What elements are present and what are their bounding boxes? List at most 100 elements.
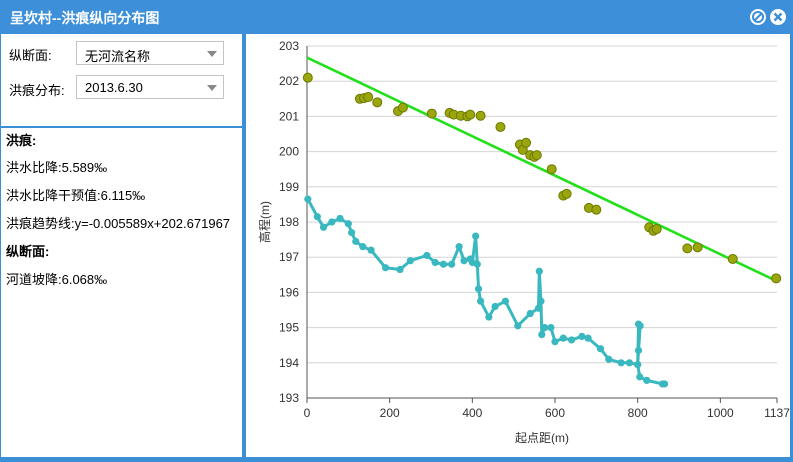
section-heading: 纵断面:: [6, 244, 50, 259]
y-tick-label: 203: [279, 39, 299, 53]
river-profile-point: [352, 237, 360, 245]
river-profile-point: [526, 309, 534, 318]
x-tick-label: 0: [304, 406, 311, 420]
river-profile-point: [514, 322, 522, 330]
river-profile-point: [636, 322, 644, 330]
flood-select[interactable]: 2013.6.30: [76, 75, 224, 99]
flood-trend-line: [306, 56, 778, 283]
river-profile-point: [584, 334, 592, 342]
x-tick-label: 1000: [707, 406, 734, 420]
river-profile-point: [431, 258, 439, 267]
river-profile-point: [596, 345, 605, 353]
river-profile-point: [537, 297, 545, 305]
river-profile-point: [477, 297, 485, 305]
x-tick-label: 400: [462, 406, 482, 420]
x-tick-label: 200: [380, 406, 400, 420]
river-profile-point: [448, 260, 456, 268]
elevation-chart: 193 194 195 196 197 198 199 200 201 202 203 0 200 400…: [257, 39, 790, 445]
y-tick-label: 196: [279, 285, 299, 299]
river-profile-point: [328, 218, 336, 226]
flood-mark-point: [426, 108, 437, 119]
river-profile-point: [396, 265, 404, 274]
river-profile-point: [460, 257, 468, 265]
river-profile-point: [381, 264, 390, 272]
river-profile-point: [359, 243, 367, 251]
close-icon: [773, 12, 783, 22]
river-profile-point: [472, 232, 480, 240]
river-profile-line: [306, 198, 665, 386]
flood-mark-point: [591, 204, 602, 215]
flood-mark-point: [465, 109, 476, 120]
info-panel: 洪痕: 洪水比降:5.589‰ 洪水比降干预值:6.115‰ 洪痕趋势线:y=-…: [1, 128, 242, 457]
minimize-button[interactable]: [750, 9, 766, 25]
river-profile-point: [541, 324, 549, 332]
flood-mark-point: [727, 253, 738, 264]
river-profile-point: [567, 336, 576, 344]
flood-mark-point: [495, 121, 506, 132]
river-profile-point: [605, 355, 613, 363]
y-tick-label: 193: [279, 391, 299, 405]
y-tick-label: 200: [279, 145, 299, 159]
river-profile-point: [634, 346, 643, 355]
flood-mark-point: [475, 110, 486, 121]
close-button[interactable]: [770, 9, 786, 25]
chart-panel: 193 194 195 196 197 198 199 200 201 202 203 0 200 400…: [246, 34, 790, 457]
trend-line-equation: 洪痕趋势线:y=-0.005589x+202.671967: [6, 216, 231, 231]
window-title: 呈坎村--洪痕纵向分布图: [10, 10, 160, 26]
river-profile-point: [660, 380, 669, 388]
river-profile-point: [578, 332, 586, 340]
flood-ratio-intervention: 洪水比降干预值:6.115‰: [6, 188, 146, 203]
river-slope: 河道坡降:6.068‰: [6, 272, 108, 287]
section-label: 纵断面:: [9, 48, 52, 63]
river-profile-point: [336, 214, 344, 223]
chevron-down-icon: [207, 85, 217, 91]
y-tick-label: 201: [279, 109, 299, 123]
river-profile-point: [643, 376, 651, 384]
section-select[interactable]: 无河流名称: [76, 41, 224, 65]
x-tick-label: 1137: [764, 406, 790, 420]
flood-select-value: 2013.6.30: [85, 80, 143, 95]
y-tick-label: 202: [279, 74, 299, 88]
title-bar: 呈坎村--洪痕纵向分布图: [0, 0, 793, 34]
river-profile-point: [485, 313, 493, 321]
river-profile-point: [348, 228, 356, 237]
flood-mark-point: [302, 72, 313, 83]
flood-mark-point: [682, 243, 693, 254]
river-profile-point: [455, 243, 463, 251]
flood-mark-point: [692, 242, 703, 253]
river-profile-point: [491, 302, 499, 311]
river-profile-point: [559, 334, 567, 342]
river-profile-point: [547, 324, 555, 332]
river-profile-point: [535, 267, 543, 275]
x-tick-label: 800: [628, 406, 648, 420]
river-profile-point: [423, 251, 431, 260]
x-tick-label: 600: [545, 406, 565, 420]
flood-mark-point: [531, 150, 542, 161]
river-profile-point: [534, 304, 543, 312]
y-tick-label: 199: [279, 180, 299, 194]
flood-ratio: 洪水比降:5.589‰: [6, 160, 108, 175]
river-profile-point: [313, 213, 321, 221]
flood-label: 洪痕分布:: [9, 83, 65, 98]
river-profile-point: [473, 260, 481, 268]
chevron-down-icon: [207, 51, 217, 57]
flood-mark-point: [651, 224, 662, 235]
minimize-icon: [752, 11, 764, 23]
y-tick-label: 197: [279, 250, 299, 264]
y-axis-label: 高程(m): [257, 201, 272, 243]
river-profile-point: [551, 338, 559, 346]
filter-panel: 纵断面: 无河流名称 洪痕分布: 2013.6.30: [1, 34, 242, 126]
river-profile-point: [319, 223, 328, 231]
flood-mark-point: [372, 97, 383, 108]
river-profile-point: [406, 257, 414, 265]
flood-mark-point: [397, 102, 408, 113]
river-profile-point: [304, 195, 312, 203]
river-profile-point: [501, 297, 510, 305]
flood-mark-point: [561, 188, 572, 199]
river-profile-point: [625, 359, 634, 367]
river-profile-point: [617, 359, 625, 367]
river-profile-point: [636, 373, 644, 381]
flood-mark-point: [521, 137, 532, 148]
flood-mark-point: [363, 92, 374, 103]
